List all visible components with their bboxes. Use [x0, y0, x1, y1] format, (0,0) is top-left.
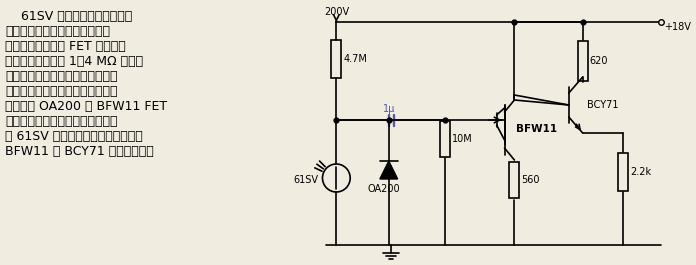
Text: 200V: 200V: [324, 7, 349, 17]
Bar: [578, 41, 587, 81]
Text: 1μ: 1μ: [383, 104, 395, 114]
Text: 10M: 10M: [452, 134, 473, 144]
Text: BFW11: BFW11: [516, 124, 557, 134]
Text: +18V: +18V: [664, 22, 690, 32]
Bar: [618, 153, 628, 191]
Text: 61SV 为硫化铅光电元件，应
用于不致冷红外检波器的通用放
大器。第一级采用 FET 管以提高
输入阻抗，与具有 1～4 MΩ 电阻的
光电元件相匹配。因为光: 61SV 为硫化铅光电元件，应 用于不致冷红外检波器的通用放 大器。第一级采用 …: [5, 10, 167, 158]
Polygon shape: [380, 161, 397, 179]
Text: 620: 620: [590, 56, 608, 66]
Bar: [331, 40, 341, 78]
Text: 560: 560: [521, 175, 540, 185]
Bar: [509, 162, 519, 198]
Text: 2.2k: 2.2k: [630, 167, 651, 177]
Bar: [440, 121, 450, 157]
Text: 4.7M: 4.7M: [343, 54, 367, 64]
Text: BCY71: BCY71: [587, 100, 618, 110]
Text: OA200: OA200: [367, 184, 400, 194]
Text: 61SV: 61SV: [294, 175, 319, 185]
